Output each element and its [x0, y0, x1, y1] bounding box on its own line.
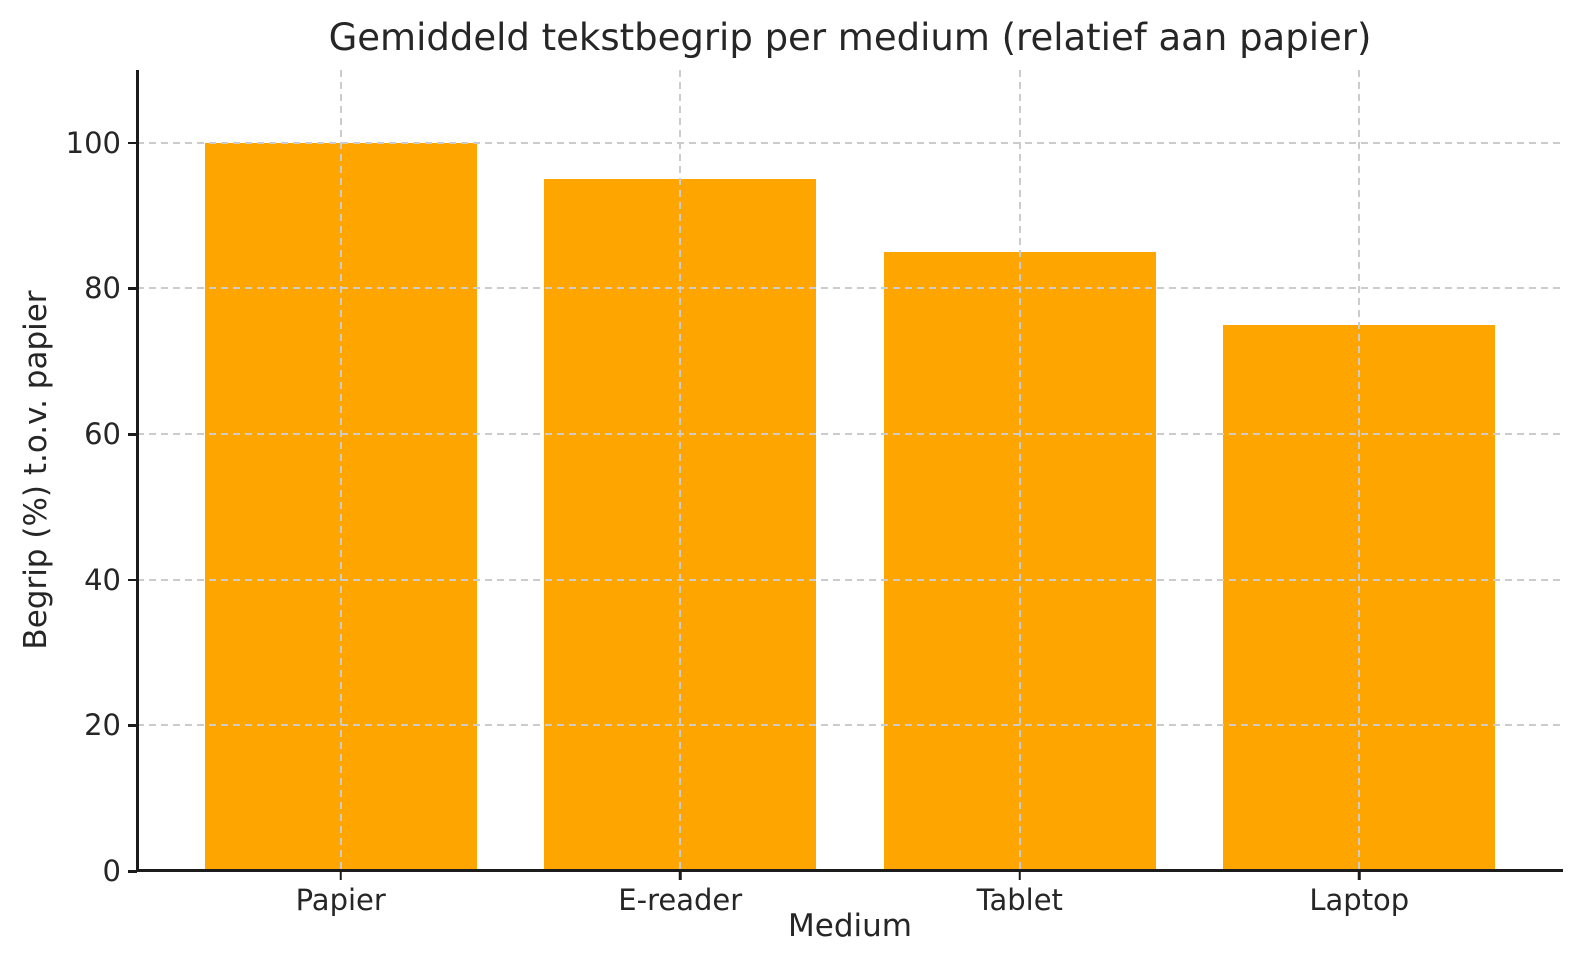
y-tick-mark: [128, 287, 137, 290]
x-tick-mark: [678, 871, 682, 880]
x-tick-mark: [1358, 871, 1361, 880]
y-axis-label: Begrip (%) t.o.v. papier: [18, 290, 54, 650]
chart-title: Gemiddeld tekstbegrip per medium (relati…: [328, 16, 1372, 59]
x-tick-label: E-reader: [618, 883, 743, 917]
y-tick-label: 100: [65, 125, 121, 160]
y-tick-mark: [128, 724, 137, 727]
x-tick-label: Laptop: [1309, 883, 1410, 917]
bar-laptop: [1223, 324, 1496, 871]
y-tick-label: 80: [84, 271, 121, 306]
y-tick-label: 20: [84, 708, 121, 743]
plot-area: 0 20 40 60 80 100 Papier E-reader Tablet Laptop: [66, 70, 1563, 917]
bar-tablet: [883, 252, 1156, 871]
y-axis-spine: [136, 70, 139, 871]
x-tick-label: Tablet: [976, 883, 1063, 917]
y-tick-mark: [128, 433, 137, 436]
x-tick-mark: [1018, 871, 1021, 880]
y-tick-mark: [128, 870, 137, 873]
x-axis-label: Medium: [788, 908, 912, 944]
x-tick-mark: [339, 871, 342, 880]
y-tick-mark: [128, 578, 137, 582]
bar-e-reader: [544, 179, 817, 871]
x-axis-spine: [136, 869, 1563, 872]
bar-papier: [204, 142, 477, 871]
y-tick-label: 60: [84, 417, 121, 452]
y-tick-label: 0: [102, 854, 121, 888]
y-tick-label: 40: [84, 562, 121, 597]
x-tick-label: Papier: [295, 883, 386, 917]
y-tick-mark: [128, 141, 137, 145]
